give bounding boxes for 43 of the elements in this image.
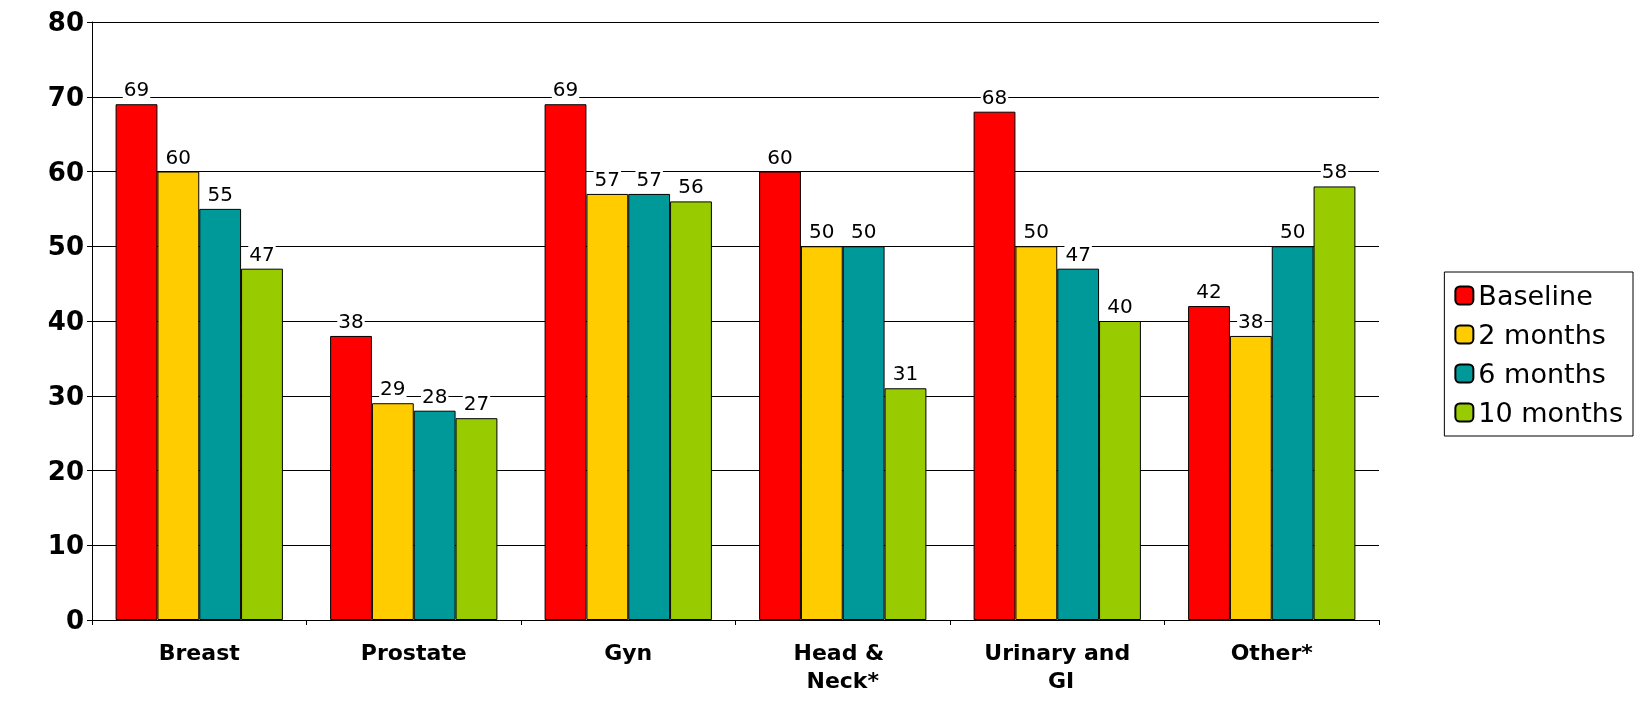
data-label: 50 bbox=[1279, 219, 1306, 244]
x-tick-label: Urinary and GI bbox=[984, 639, 1131, 693]
data-label: 50 bbox=[850, 219, 877, 244]
data-label: 47 bbox=[249, 241, 275, 266]
y-tick-label: 40 bbox=[47, 306, 84, 336]
x-tick-label: Gyn bbox=[604, 639, 653, 665]
data-label: 69 bbox=[123, 77, 150, 102]
data-label: 27 bbox=[463, 391, 490, 416]
y-tick-label: 0 bbox=[65, 605, 84, 635]
legend-label: 2 months bbox=[1478, 319, 1606, 350]
legend-label: 6 months bbox=[1478, 358, 1606, 389]
data-label: 47 bbox=[1065, 241, 1091, 266]
data-label: 42 bbox=[1196, 279, 1222, 304]
data-label: 69 bbox=[552, 77, 579, 102]
data-label: 60 bbox=[165, 144, 192, 169]
y-tick-label: 10 bbox=[47, 530, 84, 561]
x-tick-label: Prostate bbox=[360, 639, 467, 665]
data-label: 55 bbox=[207, 181, 233, 206]
data-label: 68 bbox=[981, 84, 1008, 109]
data-label: 38 bbox=[338, 308, 364, 333]
y-tick-label: 70 bbox=[47, 81, 84, 112]
x-tick-label: Breast bbox=[158, 639, 241, 665]
data-label: 31 bbox=[892, 361, 919, 386]
y-tick-label: 20 bbox=[47, 455, 84, 486]
data-label: 50 bbox=[1023, 219, 1050, 244]
y-tick-label: 60 bbox=[47, 156, 84, 187]
y-tick-label: 80 bbox=[47, 7, 84, 37]
data-label: 50 bbox=[809, 219, 835, 244]
data-label: 60 bbox=[767, 144, 793, 169]
legend-label: Baseline bbox=[1478, 280, 1593, 311]
y-tick-label: 50 bbox=[47, 231, 84, 262]
legend-label: 10 months bbox=[1478, 397, 1623, 428]
data-label: 57 bbox=[636, 166, 662, 191]
x-tick-label: Head & Neck* bbox=[793, 639, 892, 693]
data-label: 56 bbox=[678, 174, 704, 199]
x-tick-label: Other* bbox=[1230, 639, 1314, 665]
data-label: 40 bbox=[1107, 294, 1133, 318]
data-label: 58 bbox=[1321, 159, 1348, 184]
data-label: 57 bbox=[594, 166, 621, 191]
data-label: 28 bbox=[421, 383, 448, 408]
data-label: 38 bbox=[1238, 308, 1264, 333]
y-tick-label: 30 bbox=[47, 380, 84, 411]
data-label: 29 bbox=[380, 376, 406, 401]
